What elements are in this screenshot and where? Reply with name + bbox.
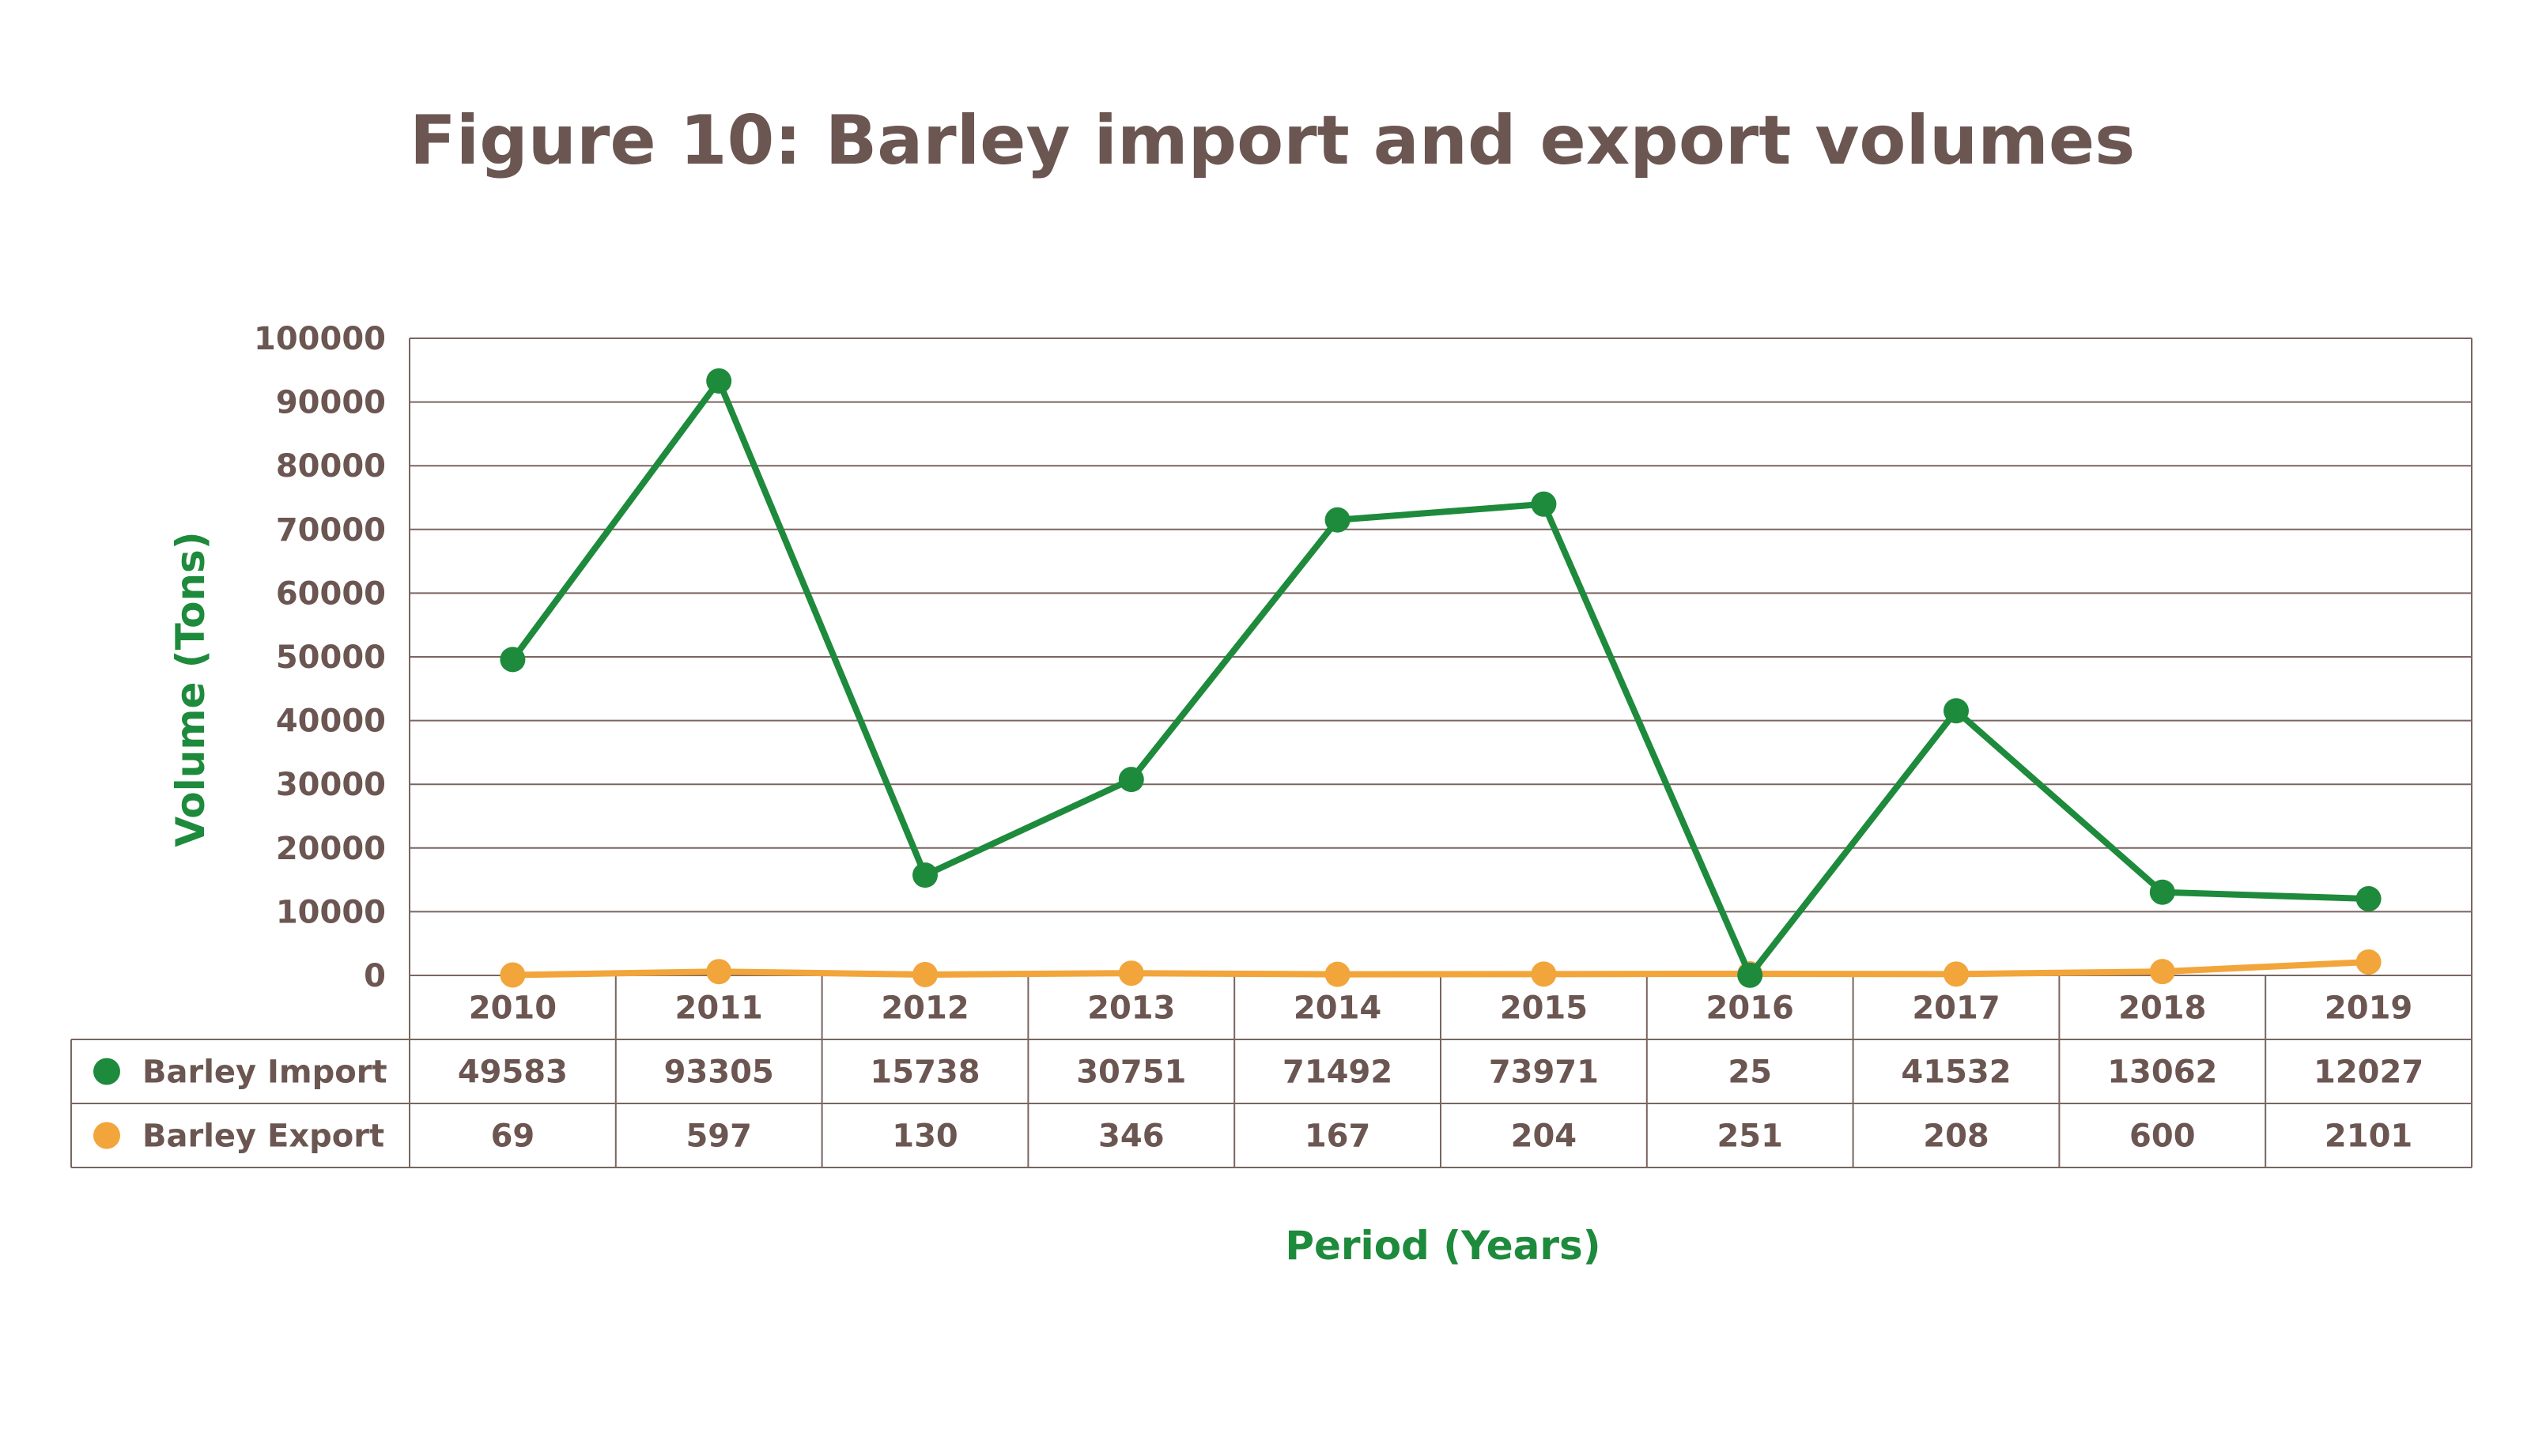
series-line [512, 959, 2369, 979]
legend-label: Barley Export [142, 1118, 384, 1155]
table-value: 30751 [1076, 1054, 1186, 1091]
y-tick-label: 50000 [276, 639, 386, 676]
data-point [1531, 491, 1557, 517]
table-value: 2101 [2325, 1118, 2412, 1155]
x-tick-label: 2013 [1087, 990, 1175, 1027]
x-tick-label: 2015 [1500, 990, 1588, 1027]
y-tick-label: 70000 [276, 512, 386, 549]
table-value: 49583 [458, 1054, 568, 1091]
table-value: 13062 [2107, 1054, 2217, 1091]
table-value: 73971 [1489, 1054, 1599, 1091]
legend-marker [93, 1058, 120, 1085]
table-value: 346 [1098, 1118, 1165, 1155]
table-value: 597 [686, 1118, 752, 1155]
legend-label: Barley Import [142, 1054, 387, 1091]
y-tick-label: 100000 [254, 321, 386, 357]
table-value: 251 [1717, 1118, 1783, 1155]
table-value: 69 [491, 1118, 535, 1155]
data-point [2355, 949, 2382, 975]
table-value: 130 [892, 1118, 958, 1155]
table-value: 167 [1305, 1118, 1371, 1155]
y-axis-label: Volume (Tons) [168, 531, 213, 847]
data-point [1324, 961, 1350, 987]
x-tick-label: 2010 [469, 990, 557, 1027]
y-tick-label: 40000 [276, 703, 386, 740]
data-point [1324, 507, 1350, 533]
data-point [500, 647, 526, 673]
x-tick-label: 2011 [675, 990, 763, 1027]
x-tick-label: 2016 [1706, 990, 1794, 1027]
table-value: 12027 [2314, 1054, 2423, 1091]
data-point [1531, 961, 1557, 987]
x-tick-label: 2014 [1294, 990, 1381, 1027]
data-point [1737, 962, 1763, 988]
x-tick-label: 2012 [881, 990, 969, 1027]
x-axis-label: Period (Years) [1285, 1223, 1600, 1269]
table-value: 25 [1728, 1054, 1772, 1091]
table-value: 71492 [1282, 1054, 1392, 1091]
y-tick-label: 10000 [276, 894, 386, 930]
x-tick-label: 2019 [2325, 990, 2412, 1027]
data-point [912, 961, 938, 987]
data-point [500, 962, 526, 988]
y-tick-label: 80000 [276, 448, 386, 485]
chart-title: Figure 10: Barley import and export volu… [410, 101, 2136, 180]
y-tick-label: 30000 [276, 767, 386, 803]
data-point [912, 862, 938, 888]
table-value: 93305 [664, 1054, 774, 1091]
x-tick-label: 2018 [2118, 990, 2206, 1027]
table-value: 208 [1923, 1118, 1989, 1155]
data-point [1118, 960, 1144, 986]
y-tick-label: 90000 [276, 385, 386, 421]
y-tick-label: 0 [364, 958, 386, 994]
data-point [706, 959, 732, 985]
y-tick-label: 20000 [276, 831, 386, 867]
data-point [706, 368, 732, 394]
table-value: 600 [2129, 1118, 2196, 1155]
y-tick-label: 60000 [276, 575, 386, 612]
data-point [2149, 879, 2175, 905]
data-point [1118, 767, 1144, 793]
data-point [1944, 961, 1969, 987]
legend-marker [93, 1122, 120, 1149]
data-point [2355, 886, 2382, 912]
data-point [1944, 698, 1969, 724]
x-tick-label: 2017 [1912, 990, 2000, 1027]
series-line [510, 377, 2369, 979]
table-value: 41532 [1901, 1054, 2011, 1091]
data-point [2149, 959, 2175, 985]
table-value: 204 [1511, 1118, 1577, 1155]
table-value: 15738 [870, 1054, 980, 1091]
